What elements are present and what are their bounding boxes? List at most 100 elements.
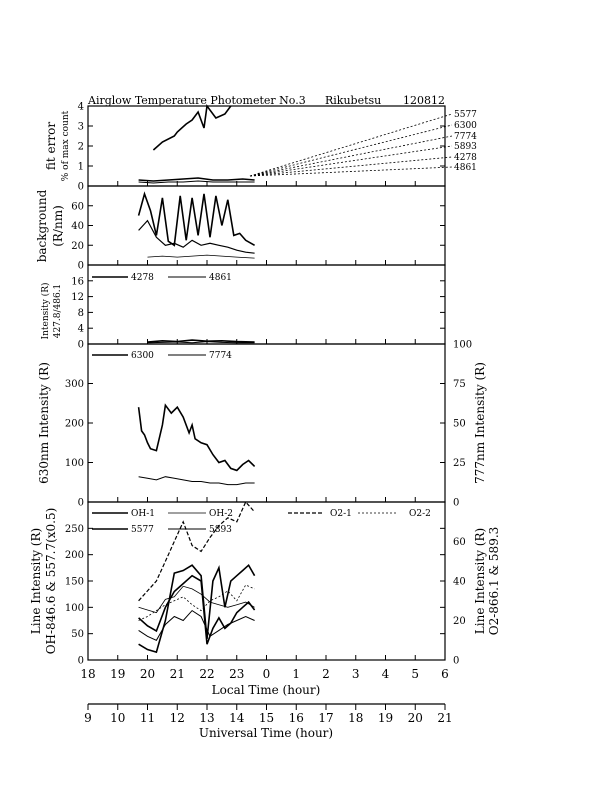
ytick-label-oi-red: 0 — [78, 498, 84, 509]
series-line-intensity-OH-1 — [138, 574, 256, 645]
legend-label-5577: 5577 — [131, 525, 154, 535]
legend-label-O2-1: O2-1 — [330, 509, 352, 519]
legend-label-6300: 6300 — [131, 351, 154, 361]
local-time-tick-label: 4 — [382, 667, 390, 681]
ytick-right-label-oi-red: 100 — [453, 340, 472, 351]
fit-error-legend-5577: 5577 — [454, 110, 477, 120]
fit-error-leader — [249, 124, 453, 177]
ytick-right-label-oi-red: 75 — [453, 379, 466, 390]
chart-title-instrument: Airglow Temperature Photometer No.3 — [87, 94, 306, 107]
universal-time-tick-label: 16 — [289, 711, 304, 725]
ytick-label-line-intensity: 50 — [71, 629, 84, 640]
local-time-tick-label: 0 — [263, 667, 271, 681]
panel-fit-error-frame — [87, 105, 446, 187]
ytick-label-oi-red: 300 — [65, 379, 84, 390]
ytick-label-oi-red: 100 — [65, 458, 84, 469]
ytick-right-label-line-intensity: 20 — [453, 616, 466, 627]
ytick-label-line-intensity: 100 — [65, 603, 84, 614]
ytick-label-blue-lines: 16 — [71, 276, 84, 287]
panel-frames — [87, 105, 446, 661]
universal-time-label: Universal Time (hour) — [199, 726, 333, 740]
ytick-label-background: 60 — [71, 201, 84, 212]
panel-oi-red-frame — [87, 343, 446, 503]
universal-time-tick-label: 15 — [259, 711, 274, 725]
series-fit-error-7774 — [138, 180, 255, 184]
ytick-label-fit-error: 4 — [78, 102, 84, 113]
series-oi-red-7774 — [138, 476, 255, 486]
local-time-tick-label: 18 — [80, 667, 95, 681]
legend-label-4278: 4278 — [131, 273, 154, 283]
legend-label-5893: 5893 — [209, 525, 232, 535]
fit-error-legend-6300: 6300 — [454, 121, 477, 131]
local-time-tick-label: 22 — [199, 667, 214, 681]
line-intensity-ylabel-2: OH-846.6 & 557.7(x0.5) — [44, 508, 58, 655]
ytick-right-label-line-intensity: 0 — [453, 656, 459, 667]
universal-time-tick-label: 11 — [140, 711, 155, 725]
ytick-label-background: 40 — [71, 221, 84, 232]
fit-error-leader — [249, 135, 453, 177]
ytick-label-fit-error: 1 — [78, 162, 84, 173]
ytick-label-oi-red: 200 — [65, 419, 84, 430]
ytick-label-fit-error: 3 — [78, 122, 84, 133]
local-time-tick-label: 21 — [170, 667, 185, 681]
legend-label-7774: 7774 — [209, 351, 232, 361]
ytick-label-blue-lines: 0 — [78, 340, 84, 351]
universal-time-tick-label: 18 — [348, 711, 363, 725]
legend-label-OH-2: OH-2 — [209, 509, 233, 519]
ytick-label-line-intensity: 200 — [65, 550, 84, 561]
ytick-label-line-intensity: 250 — [65, 524, 84, 535]
universal-time-tick-label: 21 — [437, 711, 452, 725]
local-time-tick-label: 20 — [140, 667, 155, 681]
fit-error-legend-5893: 5893 — [454, 142, 477, 152]
fit-error-legend-4861: 4861 — [454, 163, 477, 173]
legend-label-4861: 4861 — [209, 273, 232, 283]
series-line-intensity-O2-2 — [138, 584, 255, 621]
ytick-right-label-oi-red: 25 — [453, 458, 466, 469]
universal-time-tick-label: 19 — [378, 711, 393, 725]
local-time-tick-label: 2 — [322, 667, 330, 681]
series-background-2 — [147, 254, 255, 259]
ytick-label-fit-error: 0 — [78, 182, 84, 193]
local-time-tick-label: 3 — [352, 667, 360, 681]
local-time-tick-label: 23 — [229, 667, 244, 681]
universal-time-tick-label: 10 — [110, 711, 125, 725]
line-intensity-ylabel-1: Line Intensity (R) — [29, 528, 43, 634]
background-ylabel-1: background — [35, 189, 49, 262]
chart-title-station: Rikubetsu — [325, 94, 381, 107]
ytick-right-label-oi-red: 50 — [453, 419, 466, 430]
fit-error-ylabel-2: % of max count — [61, 110, 71, 181]
chart-marks: 0123402040600481216010020030002550751000… — [65, 102, 477, 726]
oi-red-ylabel: 630nm Intensity (R) — [37, 362, 51, 484]
series-line-intensity-OH-2 — [138, 585, 255, 614]
legend-label-O2-2: O2-2 — [409, 509, 431, 519]
universal-time-tick-label: 9 — [84, 711, 92, 725]
fit-error-legend-7774: 7774 — [454, 132, 477, 142]
local-time-tick-label: 6 — [441, 667, 449, 681]
ytick-right-label-oi-red: 0 — [453, 498, 459, 509]
oi-red-ylabel-right: 777nm Intensity (R) — [473, 362, 487, 484]
series-line-intensity-O2-1 — [138, 500, 256, 602]
ytick-label-fit-error: 2 — [78, 142, 84, 153]
universal-time-tick-label: 14 — [229, 711, 245, 725]
fit-error-ylabel-1: fit error — [44, 122, 58, 170]
universal-time-tick-label: 20 — [408, 711, 423, 725]
ytick-label-blue-lines: 12 — [71, 292, 84, 303]
legend-label-OH-1: OH-1 — [131, 509, 155, 519]
ytick-label-background: 0 — [78, 261, 84, 272]
ytick-label-background: 20 — [71, 241, 84, 252]
ytick-label-line-intensity: 0 — [78, 656, 84, 667]
line-intensity-ylabel-right-1: Line Intensity (R) — [473, 528, 487, 634]
fit-error-legend-4278: 4278 — [454, 153, 477, 163]
background-ylabel-2: (R/nm) — [51, 205, 65, 247]
series-background-1 — [138, 219, 255, 254]
series-fit-error-5577 — [152, 103, 232, 151]
series-blue-lines-4278 — [147, 339, 255, 343]
blue-lines-ylabel-2: 427.8/486.1 — [53, 284, 63, 339]
universal-time-tick-label: 17 — [318, 711, 333, 725]
local-time-label: Local Time (hour) — [212, 683, 321, 697]
series-blue-lines-4861 — [147, 341, 255, 344]
fit-error-leader — [249, 113, 453, 177]
ytick-label-line-intensity: 150 — [65, 577, 84, 588]
universal-time-tick-label: 13 — [199, 711, 214, 725]
